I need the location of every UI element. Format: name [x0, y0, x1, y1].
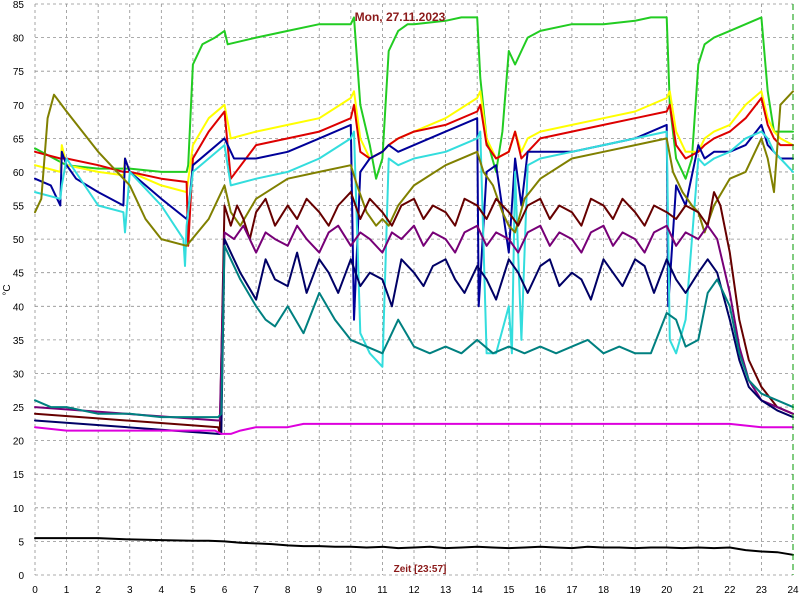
y-tick-label: 50 — [13, 235, 25, 246]
x-tick-label: 19 — [630, 585, 642, 596]
y-tick-label: 10 — [13, 504, 25, 515]
x-axis-label: Zeit [23:57] — [394, 564, 447, 575]
x-tick-label: 13 — [440, 585, 452, 596]
x-axis-ticks: 0 1 2 3 4 5 6 7 8 9 10 11 12 13 14 15 16 17 18 19 20 21 22 23 24 — [32, 585, 799, 596]
y-axis-label: °C — [2, 284, 13, 295]
y-tick-label: 60 — [13, 168, 25, 179]
y-tick-label: 65 — [13, 134, 25, 145]
x-tick-label: 12 — [408, 585, 420, 596]
series-line-9 — [34, 238, 794, 435]
y-tick-label: 15 — [13, 470, 25, 481]
x-tick-label: 1 — [64, 585, 70, 596]
series-line-10 — [34, 244, 794, 419]
y-tick-label: 75 — [13, 67, 25, 78]
series-line-3 — [34, 97, 794, 247]
y-tick-label: 5 — [18, 537, 24, 548]
y-tick-label: 85 — [13, 0, 25, 11]
y-tick-label: 55 — [13, 202, 25, 213]
series-line-12 — [34, 537, 794, 556]
series-line-11 — [34, 422, 794, 435]
y-tick-label: 0 — [18, 571, 24, 582]
series-line-6 — [34, 90, 794, 247]
series-line-2 — [34, 90, 794, 194]
series-line-8 — [34, 224, 794, 422]
x-tick-label: 15 — [503, 585, 515, 596]
series-line-1 — [34, 16, 794, 180]
x-tick-label: 21 — [693, 585, 705, 596]
x-tick-label: 10 — [345, 585, 357, 596]
series-lines — [34, 16, 794, 556]
series-line-7 — [34, 191, 794, 435]
x-tick-label: 9 — [316, 585, 322, 596]
x-tick-label: 18 — [598, 585, 610, 596]
x-tick-label: 7 — [253, 585, 259, 596]
x-tick-label: 11 — [377, 585, 388, 596]
x-tick-label: 22 — [724, 585, 736, 596]
y-axis-ticks: 0 5 10 15 20 25 30 35 40 45 50 55 60 65 70 75 80 85 — [13, 0, 25, 582]
x-tick-label: 5 — [190, 585, 196, 596]
y-tick-label: 30 — [13, 369, 25, 380]
chart-title: Mon, 27.11.2023 — [355, 10, 446, 24]
x-tick-label: 2 — [95, 585, 101, 596]
y-tick-label: 40 — [13, 302, 25, 313]
series-line-5 — [34, 130, 794, 368]
x-tick-label: 6 — [222, 585, 228, 596]
x-tick-label: 17 — [566, 585, 578, 596]
x-tick-label: 8 — [285, 585, 291, 596]
y-tick-label: 20 — [13, 437, 25, 448]
y-tick-label: 80 — [13, 34, 25, 45]
y-tick-label: 35 — [13, 336, 25, 347]
x-tick-label: 16 — [535, 585, 547, 596]
x-tick-label: 4 — [159, 585, 165, 596]
y-tick-label: 25 — [13, 403, 25, 414]
x-tick-label: 0 — [32, 585, 38, 596]
x-tick-label: 20 — [661, 585, 673, 596]
y-tick-label: 70 — [13, 101, 25, 112]
x-tick-label: 24 — [787, 585, 799, 596]
x-tick-label: 3 — [127, 585, 133, 596]
y-tick-label: 45 — [13, 269, 25, 280]
x-tick-label: 23 — [756, 585, 768, 596]
grid — [34, 3, 793, 576]
x-tick-label: 14 — [472, 585, 484, 596]
